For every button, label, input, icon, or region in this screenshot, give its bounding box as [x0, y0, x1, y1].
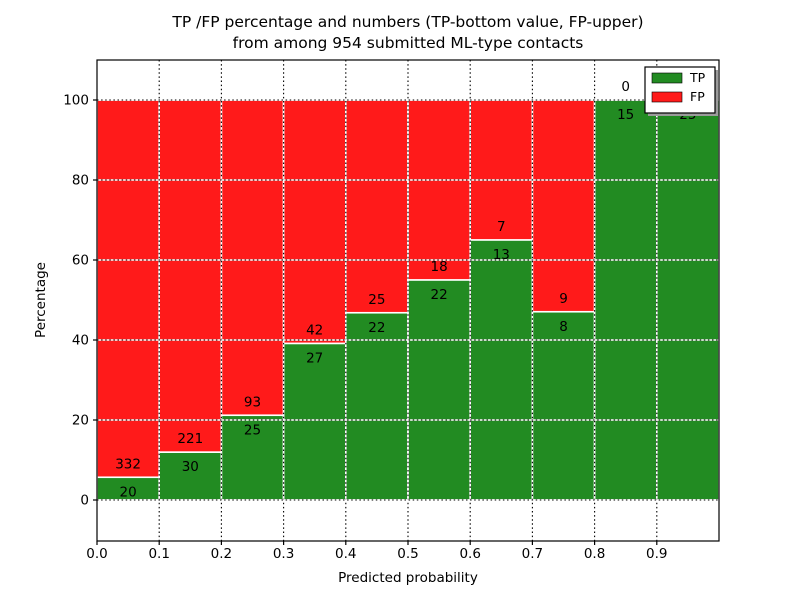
bar-label-fp-count: 93: [244, 394, 261, 410]
x-tick-label: 0.5: [397, 546, 418, 562]
bar-label-tp-count: 13: [493, 247, 510, 263]
bar-label-tp-count: 8: [559, 319, 568, 335]
bar-segment-fp: [469, 99, 534, 241]
x-tick-label: 0.8: [584, 546, 605, 562]
legend-swatch-tp: [651, 72, 683, 84]
bar-label-tp-count: 22: [368, 320, 385, 336]
bar-segment-tp: [469, 239, 534, 501]
y-tick-label: 0: [80, 493, 89, 509]
bar-segment-tp: [158, 451, 223, 501]
x-tick-label: 0.1: [148, 546, 169, 562]
chart-title-line2: from among 954 submitted ML-type contact…: [233, 34, 584, 52]
x-tick-label: 0.4: [335, 546, 356, 562]
bar-label-fp-count: 332: [115, 456, 141, 472]
bar-segment-fp: [344, 99, 409, 314]
bar-segment-fp: [407, 99, 472, 281]
bar-segment-fp: [158, 99, 223, 453]
chart-title-line1: TP /FP percentage and numbers (TP-bottom…: [171, 13, 643, 31]
x-tick-label: 0.0: [86, 546, 107, 562]
x-tick-label: 0.6: [459, 546, 480, 562]
y-tick-label: 60: [72, 253, 89, 269]
legend-label-tp: TP: [689, 70, 706, 85]
bar-segment-tp: [282, 342, 347, 501]
bar-segment-fp: [282, 99, 347, 345]
bar-label-tp-count: 25: [244, 422, 261, 438]
x-tick-label: 0.3: [273, 546, 294, 562]
y-tick-label: 40: [72, 333, 89, 349]
bar-label-tp-count: 30: [182, 459, 199, 475]
legend-swatch-fp: [651, 91, 683, 103]
y-axis-label: Percentage: [33, 262, 49, 338]
y-tick-label: 100: [63, 93, 89, 109]
bar-label-tp-count: 15: [617, 107, 634, 123]
bar-label-fp-count: 18: [431, 259, 448, 275]
bar-segment-tp: [407, 279, 472, 501]
bar-segment-tp: [655, 99, 720, 501]
x-tick-label: 0.9: [646, 546, 667, 562]
bar-segment-fp: [96, 99, 161, 479]
bar-segment-tp: [531, 310, 596, 501]
bar-label-tp-count: 27: [306, 350, 323, 366]
bar-label-fp-count: 25: [368, 292, 385, 308]
tick-marks-group: [93, 99, 658, 545]
bar-segment-tp: [593, 99, 658, 501]
gridlines-group: [97, 60, 719, 541]
bar-label-fp-count: 42: [306, 322, 323, 338]
x-tick-labels-group: 0.0 0.1 0.2 0.3 0.4 0.5 0.6 0.7 0.8 0.9: [86, 546, 667, 562]
bar-label-tp-count: 22: [431, 287, 448, 303]
bars-group: [96, 99, 720, 501]
x-tick-label: 0.7: [522, 546, 543, 562]
x-axis-label: Predicted probability: [338, 570, 478, 586]
y-tick-label: 80: [72, 173, 89, 189]
bar-segment-fp: [531, 99, 596, 313]
bar-segment-fp: [220, 99, 285, 417]
bar-label-fp-count: 221: [177, 431, 203, 447]
bar-label-fp-count: 0: [621, 79, 630, 95]
bar-segment-tp: [344, 311, 409, 501]
bar-label-fp-count: 9: [559, 291, 568, 307]
legend: TP FP: [644, 66, 718, 116]
y-tick-label: 20: [72, 413, 89, 429]
x-tick-label: 0.2: [211, 546, 232, 562]
bar-label-tp-count: 20: [120, 484, 137, 500]
legend-label-fp: FP: [690, 89, 705, 104]
y-tick-labels-group: 0 20 40 60 80 100: [63, 93, 89, 509]
bar-label-fp-count: 7: [497, 219, 506, 235]
